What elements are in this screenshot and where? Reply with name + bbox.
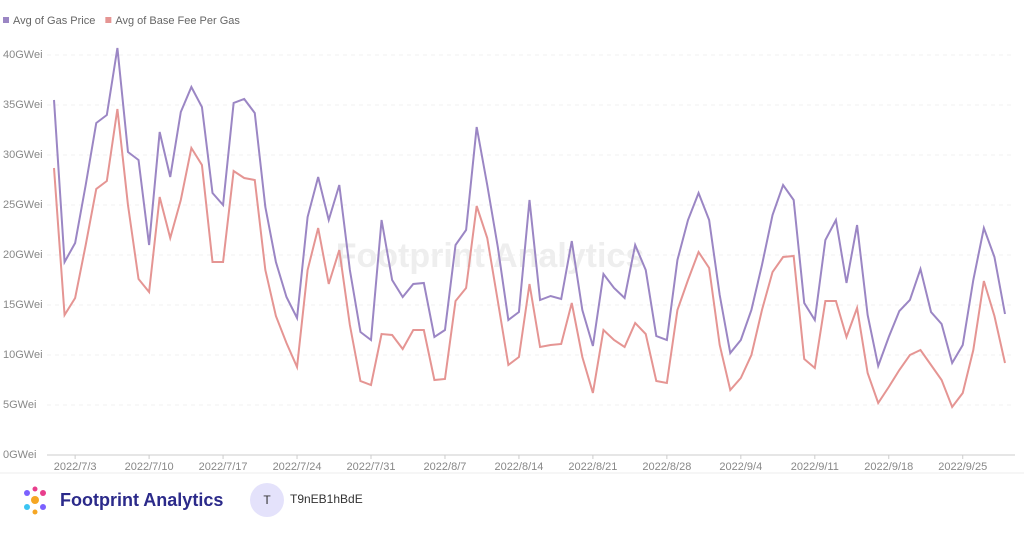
x-tick-label: 2022/8/28 bbox=[642, 461, 691, 473]
x-tick-label: 2022/8/7 bbox=[424, 461, 467, 473]
series-line bbox=[53, 47, 1006, 370]
legend-label: Avg of Base Fee Per Gas bbox=[115, 15, 240, 27]
x-tick-label: 2022/8/14 bbox=[494, 461, 543, 473]
avatar: T bbox=[263, 493, 271, 507]
x-tick-label: 2022/9/11 bbox=[791, 461, 839, 473]
x-tick-label: 2022/7/31 bbox=[347, 461, 396, 473]
logo bbox=[24, 486, 46, 515]
x-tick-label: 2022/7/3 bbox=[54, 461, 97, 473]
x-tick-label: 2022/7/17 bbox=[199, 461, 248, 473]
x-tick-label: 2022/9/18 bbox=[864, 461, 913, 473]
y-tick-label: 25GWei bbox=[3, 199, 43, 211]
legend-label: Avg of Gas Price bbox=[13, 15, 95, 27]
legend-swatch bbox=[3, 17, 9, 23]
x-tick-label: 2022/7/24 bbox=[273, 461, 322, 473]
avatar-bg bbox=[250, 483, 284, 517]
y-tick-label: 0GWei bbox=[3, 449, 36, 461]
legend-swatch bbox=[105, 17, 112, 23]
x-tick-label: 2022/9/25 bbox=[938, 461, 987, 473]
y-tick-label: 30GWei bbox=[3, 149, 43, 161]
brand: Footprint Analytics bbox=[60, 490, 223, 510]
user: T9nEB1hBdE bbox=[290, 492, 363, 506]
x-tick-label: 2022/8/21 bbox=[568, 461, 617, 473]
x-tick-label: 2022/7/10 bbox=[125, 461, 174, 473]
y-tick-label: 10GWei bbox=[3, 349, 43, 361]
y-tick-label: 35GWei bbox=[3, 99, 43, 111]
y-tick-label: 40GWei bbox=[3, 49, 43, 61]
y-tick-label: 20GWei bbox=[3, 249, 43, 261]
series-line bbox=[53, 108, 1006, 410]
x-tick-label: 2022/9/4 bbox=[719, 461, 762, 473]
y-tick-label: 15GWei bbox=[3, 299, 43, 311]
y-tick-label: 5GWei bbox=[3, 399, 36, 411]
